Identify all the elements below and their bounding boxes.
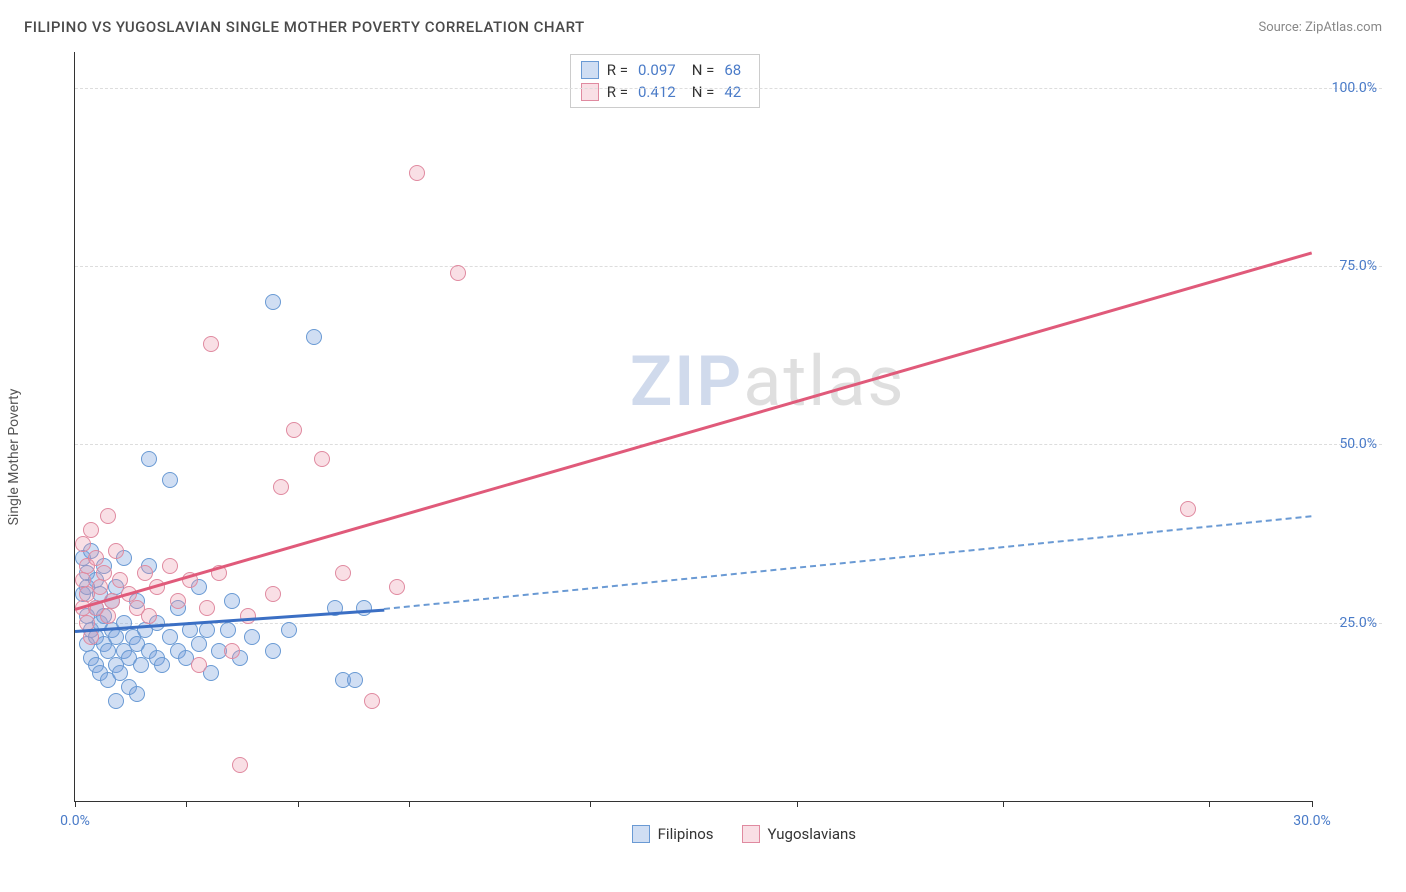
stat-n-label: N = [692,83,715,101]
scatter-point [199,622,215,638]
gridline [75,444,1382,445]
scatter-point [347,672,363,688]
scatter-point [199,600,215,616]
scatter-point [265,294,281,310]
x-tick [186,801,187,807]
scatter-point [129,686,145,702]
scatter-point [281,622,297,638]
stats-row: R = 0.097 N = 68 [581,59,749,81]
scatter-point [83,522,99,538]
scatter-point [244,629,260,645]
trend-line-extrapolated [384,516,1312,611]
scatter-point [100,608,116,624]
x-tick [409,801,410,807]
scatter-point [224,643,240,659]
stat-r-value: 0.412 [638,83,676,101]
scatter-point [265,586,281,602]
x-tick-label: 0.0% [60,813,90,829]
scatter-point [88,550,104,566]
scatter-point [364,693,380,709]
scatter-point [314,451,330,467]
chart-title: FILIPINO VS YUGOSLAVIAN SINGLE MOTHER PO… [24,18,585,36]
scatter-point [232,757,248,773]
legend-swatch [742,825,760,843]
scatter-point [220,622,236,638]
scatter-point [273,479,289,495]
scatter-point [162,472,178,488]
plot-area: ZIPatlas R =0.097N =68R =0.412N =42 Fili… [74,52,1312,802]
scatter-point [306,329,322,345]
legend-item: Filipinos [632,825,714,843]
x-tick [1312,801,1313,807]
legend-swatch [581,83,599,101]
x-tick [298,801,299,807]
y-tick-label: 25.0% [1339,615,1377,631]
scatter-point [162,558,178,574]
legend-swatch [632,825,650,843]
x-tick [1209,801,1210,807]
y-tick-label: 50.0% [1339,436,1377,452]
stat-n-value: 42 [724,83,741,101]
chart-container: Single Mother Poverty ZIPatlas R =0.097N… [24,52,1382,862]
scatter-point [1180,501,1196,517]
stat-n-value: 68 [724,61,741,79]
scatter-point [137,565,153,581]
scatter-point [96,565,112,581]
scatter-point [224,593,240,609]
x-tick-label: 30.0% [1293,813,1331,829]
stat-r-value: 0.097 [638,61,676,79]
legend-swatch [581,61,599,79]
stat-n-label: N = [692,61,715,79]
scatter-point [203,336,219,352]
scatter-point [286,422,302,438]
legend-label: Yugoslavians [768,825,857,843]
legend-item: Yugoslavians [742,825,857,843]
y-tick-label: 100.0% [1332,80,1377,96]
series-legend: Filipinos Yugoslavians [632,825,856,843]
scatter-point [356,600,372,616]
scatter-point [154,657,170,673]
scatter-point [240,608,256,624]
x-tick [797,801,798,807]
scatter-point [450,265,466,281]
x-tick [75,801,76,807]
stat-r-label: R = [607,83,628,101]
legend-label: Filipinos [658,825,714,843]
scatter-point [141,451,157,467]
scatter-point [335,565,351,581]
stats-row: R = 0.412 N = 42 [581,81,749,103]
scatter-point [112,665,128,681]
scatter-point [100,508,116,524]
scatter-point [108,693,124,709]
chart-header: FILIPINO VS YUGOSLAVIAN SINGLE MOTHER PO… [0,0,1406,44]
gridline [75,266,1382,267]
stat-r-label: R = [607,61,628,79]
gridline [75,623,1382,624]
scatter-point [389,579,405,595]
scatter-point [191,636,207,652]
scatter-point [92,579,108,595]
scatter-point [141,608,157,624]
y-axis-label: Single Mother Poverty [6,389,22,526]
source-attribution: Source: ZipAtlas.com [1258,20,1382,35]
y-tick-label: 75.0% [1339,258,1377,274]
scatter-point [409,165,425,181]
correlation-stats-box: R = 0.097 N = 68 R = 0.412 N = 42 [570,54,760,108]
scatter-point [133,657,149,673]
trend-line [75,252,1313,611]
x-tick [590,801,591,807]
gridline [75,88,1382,89]
x-tick [1003,801,1004,807]
scatter-point [265,643,281,659]
